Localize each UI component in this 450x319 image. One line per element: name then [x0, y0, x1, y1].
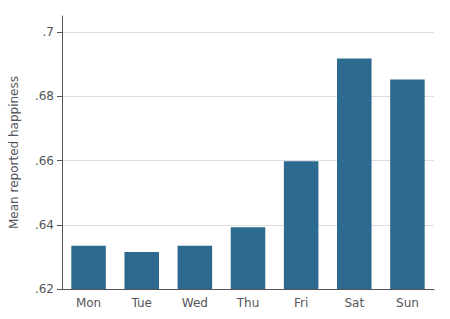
svg-text:Wed: Wed: [182, 296, 208, 310]
svg-text:Mon: Mon: [76, 296, 101, 310]
svg-text:.62: .62: [35, 282, 54, 296]
svg-text:Sun: Sun: [396, 296, 419, 310]
svg-text:.68: .68: [35, 89, 54, 103]
svg-text:Tue: Tue: [130, 296, 152, 310]
svg-text:Sat: Sat: [344, 296, 364, 310]
svg-text:Thu: Thu: [236, 296, 260, 310]
svg-text:.7: .7: [43, 25, 54, 39]
svg-text:Mean reported happiness: Mean reported happiness: [7, 76, 21, 229]
svg-text:Fri: Fri: [294, 296, 308, 310]
svg-text:.64: .64: [35, 218, 54, 232]
svg-text:.66: .66: [35, 154, 54, 168]
